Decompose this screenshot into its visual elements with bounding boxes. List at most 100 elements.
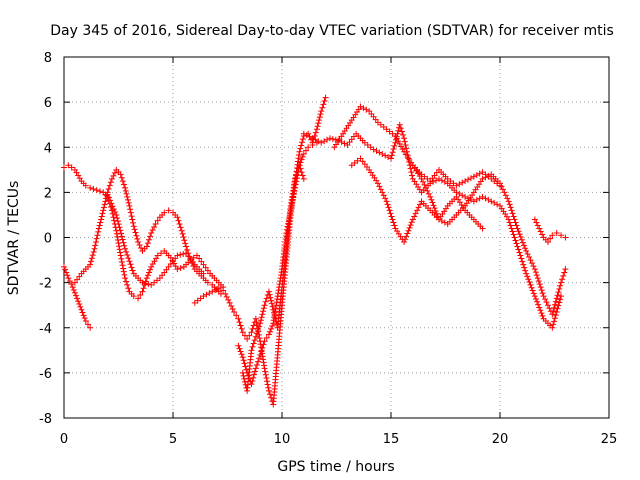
data-point xyxy=(549,232,556,239)
data-point xyxy=(555,289,562,296)
data-point xyxy=(123,190,130,197)
data-point xyxy=(501,189,508,196)
data-point xyxy=(179,230,186,237)
data-point xyxy=(145,281,152,288)
data-point xyxy=(200,261,207,268)
data-point xyxy=(114,215,121,222)
data-point xyxy=(399,131,406,138)
data-point xyxy=(549,311,556,318)
data-point xyxy=(175,217,182,224)
data-point xyxy=(533,272,540,279)
data-point xyxy=(499,186,506,193)
data-point xyxy=(297,145,304,152)
data-point xyxy=(516,249,523,256)
data-point xyxy=(177,251,184,258)
data-point xyxy=(263,375,270,382)
data-point xyxy=(403,233,410,240)
data-point xyxy=(124,281,131,288)
data-point xyxy=(539,290,546,297)
data-point xyxy=(268,300,275,307)
data-point xyxy=(543,299,550,306)
data-point xyxy=(476,170,483,177)
data-point xyxy=(494,201,501,208)
data-point xyxy=(82,317,89,324)
data-point xyxy=(260,305,267,312)
data-point xyxy=(121,271,128,278)
data-point xyxy=(140,285,147,292)
data-point xyxy=(390,219,397,226)
data-point xyxy=(190,254,197,261)
data-point xyxy=(237,348,244,355)
data-point xyxy=(222,290,229,297)
data-point xyxy=(411,213,418,220)
data-point xyxy=(65,275,72,282)
data-point xyxy=(296,162,303,169)
data-point xyxy=(124,193,131,200)
data-point xyxy=(524,273,531,280)
data-point xyxy=(261,338,268,345)
data-point xyxy=(147,266,154,273)
data-point xyxy=(559,276,566,283)
data-point xyxy=(549,324,556,331)
data-point xyxy=(256,355,263,362)
data-point xyxy=(267,328,274,335)
data-point xyxy=(316,117,323,124)
data-point xyxy=(68,164,75,171)
data-point xyxy=(534,298,541,305)
data-point xyxy=(193,252,200,259)
data-point xyxy=(396,121,403,128)
data-point xyxy=(376,149,383,156)
data-point xyxy=(154,217,161,224)
data-point xyxy=(529,287,536,294)
y-tick-label: 4 xyxy=(44,141,52,156)
data-point xyxy=(223,293,230,300)
data-point xyxy=(556,285,563,292)
data-point xyxy=(498,183,505,190)
data-point xyxy=(268,325,275,332)
data-point xyxy=(235,315,242,322)
x-tick-label: 20 xyxy=(492,432,509,447)
data-point xyxy=(392,132,399,139)
data-point xyxy=(108,200,115,207)
data-point xyxy=(84,321,91,328)
data-point xyxy=(303,132,310,139)
data-point xyxy=(531,293,538,300)
data-point xyxy=(117,227,124,234)
data-point xyxy=(292,175,299,182)
data-point xyxy=(146,269,153,276)
data-point xyxy=(538,287,545,294)
data-point xyxy=(113,211,120,218)
data-point xyxy=(560,272,567,279)
data-point xyxy=(558,279,565,286)
data-point xyxy=(101,201,108,208)
data-point xyxy=(269,323,276,330)
data-point xyxy=(144,272,151,279)
data-point xyxy=(228,302,235,309)
data-point xyxy=(72,292,79,299)
data-point xyxy=(122,184,129,191)
data-point xyxy=(239,329,246,336)
data-point xyxy=(122,245,129,252)
data-point xyxy=(250,374,257,381)
data-point xyxy=(105,185,112,192)
data-point xyxy=(105,194,112,201)
data-point xyxy=(402,141,409,148)
y-tick-label: 8 xyxy=(44,51,52,66)
data-point xyxy=(258,348,265,355)
data-point xyxy=(522,267,529,274)
data-point xyxy=(297,159,304,166)
data-point xyxy=(236,319,243,326)
data-point xyxy=(110,172,117,179)
data-point xyxy=(66,278,73,285)
data-point xyxy=(403,145,410,152)
data-point xyxy=(180,251,187,258)
data-point xyxy=(516,231,523,238)
data-point xyxy=(388,155,394,162)
data-point xyxy=(554,305,561,312)
data-point xyxy=(117,171,124,178)
data-point xyxy=(430,202,437,209)
data-point xyxy=(399,146,406,153)
data-point xyxy=(120,268,127,275)
data-point xyxy=(97,219,104,226)
data-point xyxy=(111,169,118,176)
